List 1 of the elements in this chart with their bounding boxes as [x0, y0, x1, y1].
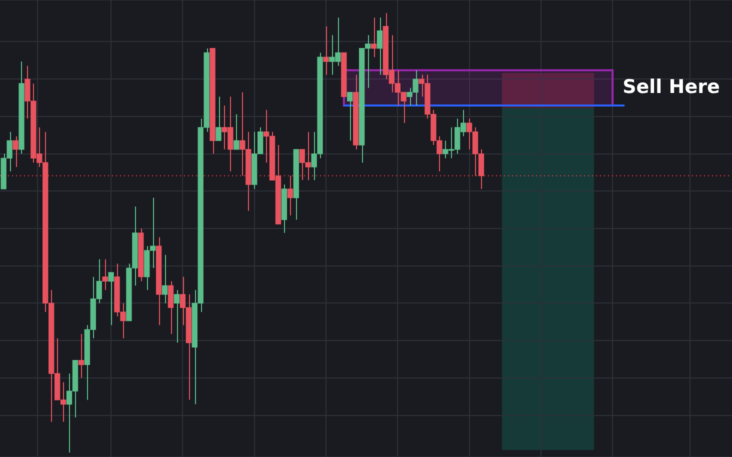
band-label: Sell Here: [622, 76, 720, 98]
